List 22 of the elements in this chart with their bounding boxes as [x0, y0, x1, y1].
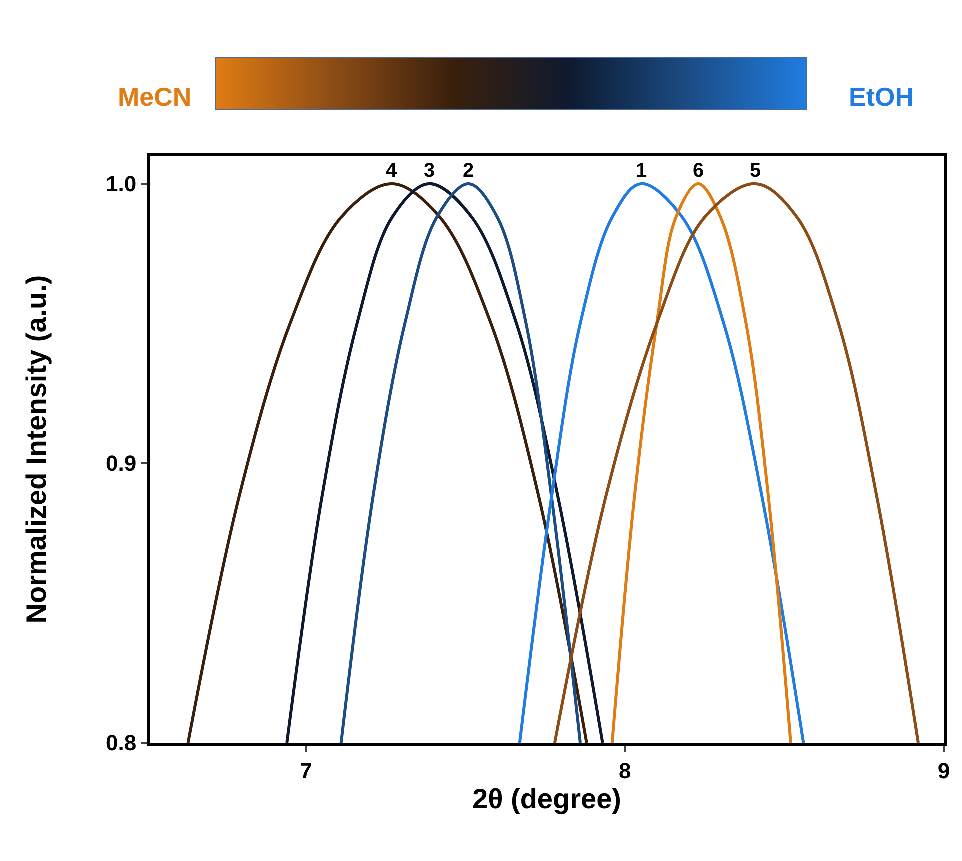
y-axis-title: Normalized Intensity (a.u.) — [21, 275, 52, 624]
line-series — [610, 182, 792, 743]
text: EtOH — [849, 82, 914, 112]
text: MeCN — [118, 82, 192, 112]
y-tick-label: 1.0 — [106, 172, 137, 197]
series-label: 5 — [750, 160, 762, 182]
series-label: 3 — [424, 160, 436, 182]
line-series — [286, 182, 604, 743]
x-tick-label: 8 — [618, 758, 632, 784]
x-tick-label: 7 — [300, 758, 312, 784]
series-label: 6 — [693, 160, 704, 182]
x-tick-label: 9 — [938, 758, 950, 784]
x-axis-title: 2θ (degree) — [472, 783, 622, 814]
series-label: 1 — [636, 160, 648, 182]
series-label: 2 — [463, 160, 474, 182]
line-series — [553, 182, 920, 743]
line-series — [186, 182, 588, 743]
line-series — [340, 182, 582, 743]
y-tick-label: 0.8 — [106, 730, 137, 756]
series-label: 4 — [386, 160, 398, 182]
y-tick-label: 0.9 — [106, 451, 137, 476]
line-series — [518, 182, 806, 743]
